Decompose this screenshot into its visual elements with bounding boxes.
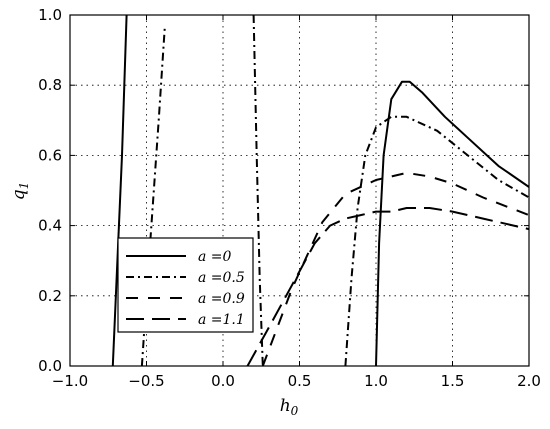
x-tick-label: 0.5: [288, 372, 312, 390]
x-tick-label: 0.0: [211, 372, 235, 390]
legend-label: a =0.9: [198, 291, 245, 307]
series-line-2: [344, 115, 529, 366]
legend-label: a =1.1: [198, 312, 245, 328]
series-line-1: [111, 15, 128, 366]
x-tick-label: 2.0: [517, 372, 541, 390]
x-tick-label: 1.0: [364, 372, 388, 390]
axis-ticks: −1.0 −0.5 0.0 0.5 1.0 1.5 2.0 0.0 0.2 0.4 0.6 0.8 1.…: [38, 6, 541, 390]
series-line-2: [252, 15, 264, 366]
legend-label: a =0.5: [198, 270, 245, 286]
y-tick-label: 0.2: [38, 287, 62, 305]
legend-label: a =0: [198, 249, 232, 265]
series-line-2: [140, 25, 166, 366]
x-axis-label: h0: [280, 396, 299, 418]
y-tick-label: 0.4: [38, 217, 62, 235]
y-tick-label: 0.8: [38, 76, 62, 94]
y-tick-label: 0.0: [38, 357, 62, 375]
legend: a =0 a =0.5 a =0.9 a =1.1: [117, 237, 254, 333]
x-tick-label: 1.5: [441, 372, 465, 390]
y-axis-label: q1: [9, 182, 31, 201]
y-tick-label: 0.6: [38, 146, 62, 164]
series-line-3: [261, 171, 529, 366]
x-tick-label: −0.5: [128, 372, 164, 390]
series-lines: [111, 15, 529, 366]
y-tick-label: 1.0: [38, 6, 62, 24]
x-tick-label: −1.0: [52, 372, 88, 390]
legend-box: [117, 237, 254, 333]
series-line-4: [246, 207, 529, 366]
series-line-1: [375, 80, 529, 366]
